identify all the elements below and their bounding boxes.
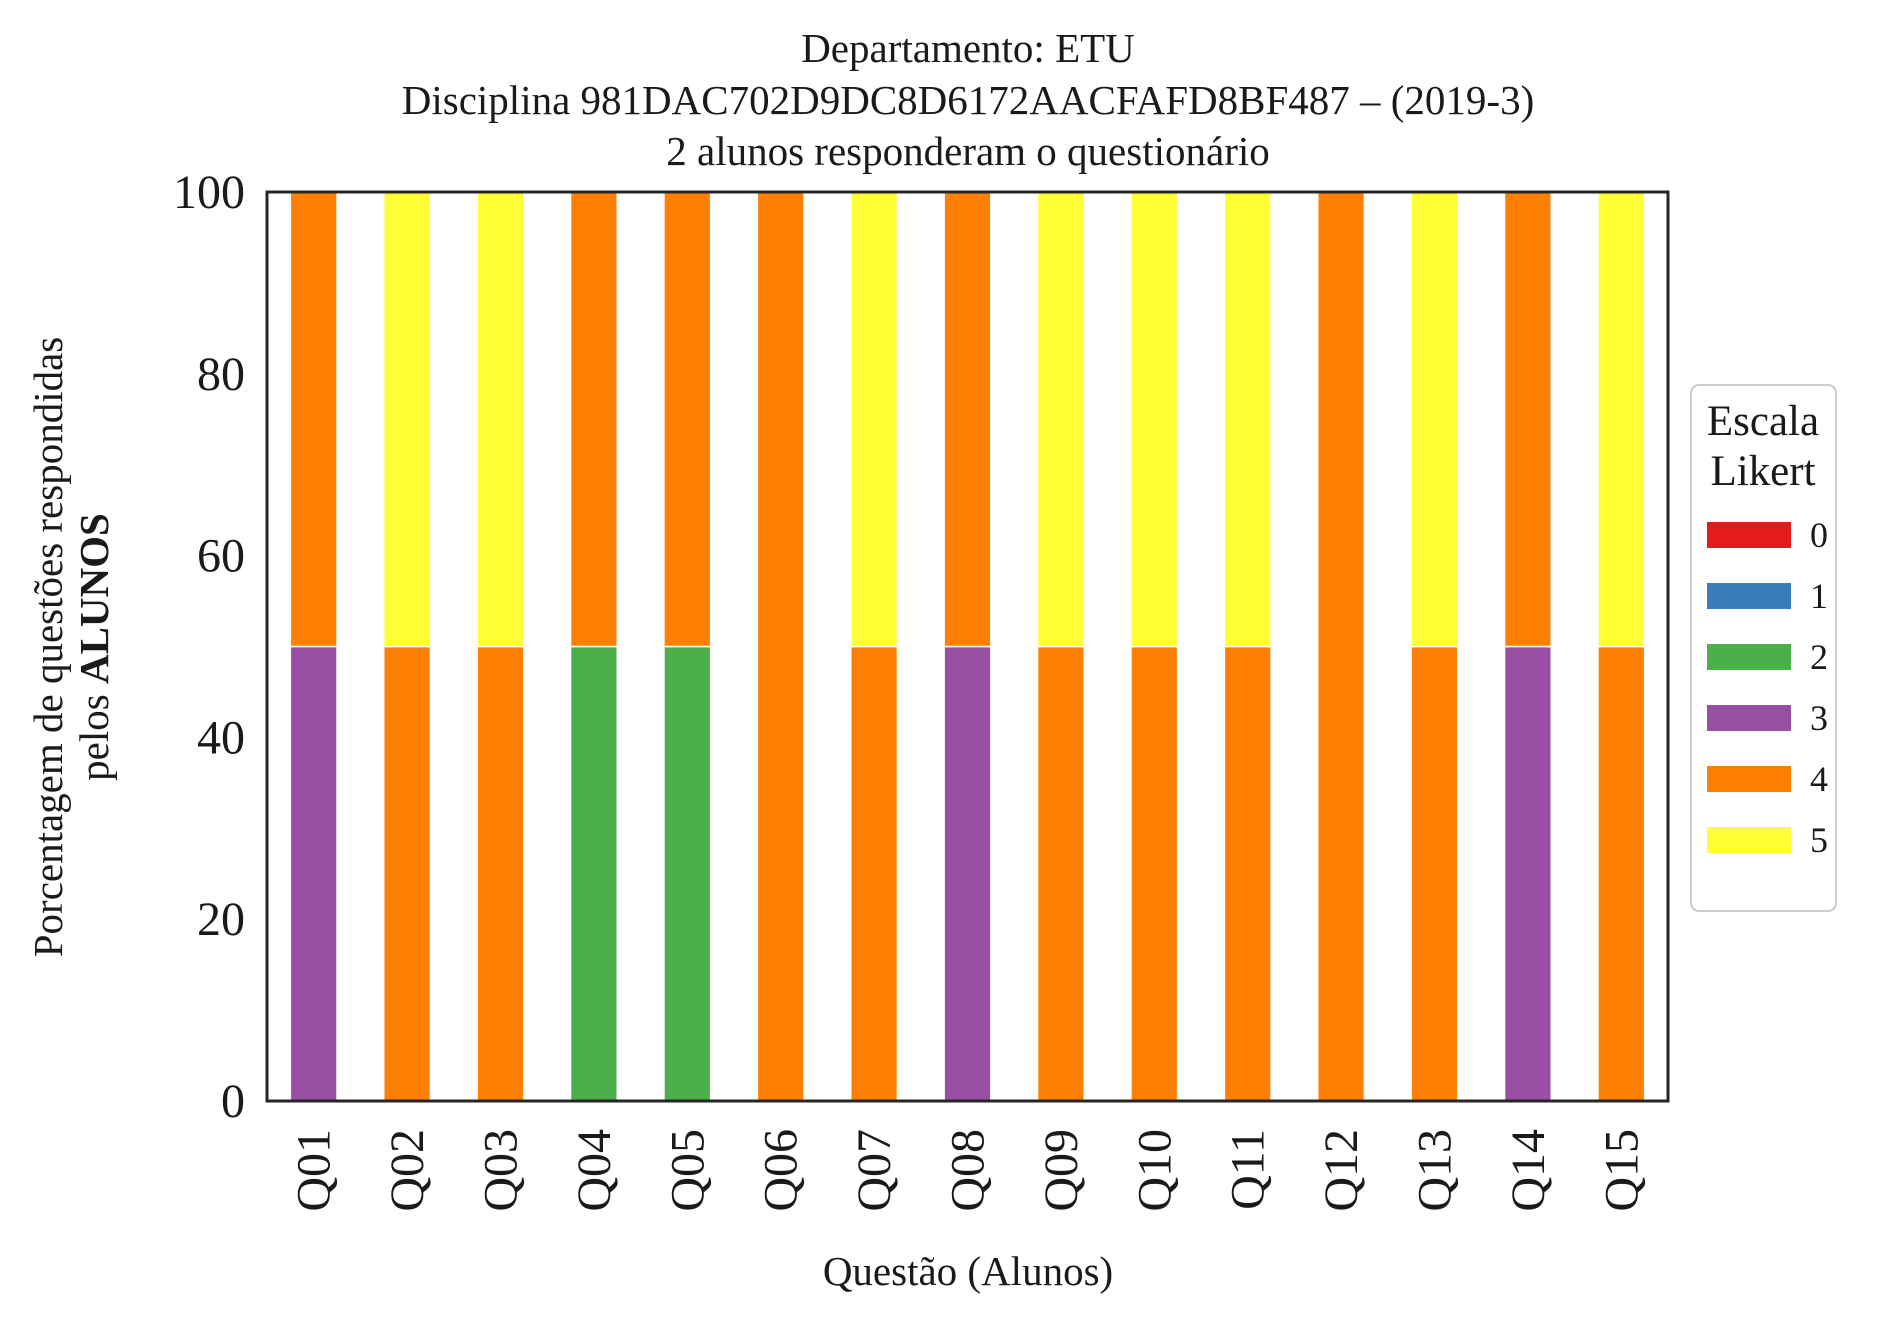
bar-segment-q11-likert-4 bbox=[1223, 645, 1272, 1102]
bar-segment-q02-likert-5 bbox=[383, 191, 432, 648]
bar-segment-q04-likert-2 bbox=[569, 645, 618, 1102]
legend-swatch-likert-1 bbox=[1707, 583, 1791, 609]
legend-label-likert-0: 0 bbox=[1810, 515, 1828, 555]
x-tick-label: Q08 bbox=[942, 1129, 995, 1212]
bar-segment-q07-likert-5 bbox=[850, 191, 899, 648]
x-tick-label: Q07 bbox=[848, 1129, 901, 1212]
legend-swatch-likert-2 bbox=[1707, 644, 1791, 670]
x-tick-label: Q13 bbox=[1409, 1129, 1462, 1212]
chart-title: Departamento: ETU Disciplina 981DAC702D9… bbox=[402, 25, 1534, 174]
bar-segment-q13-likert-5 bbox=[1410, 191, 1459, 648]
legend-title-line-2: Likert bbox=[1710, 448, 1815, 495]
chart-title-line-2: Disciplina 981DAC702D9DC8D6172AACFAFD8BF… bbox=[402, 77, 1534, 123]
bar-segment-q14-likert-4 bbox=[1503, 191, 1553, 648]
y-axis-ticks: 0 20 40 60 80 100 bbox=[173, 166, 245, 1128]
x-tick-label: Q12 bbox=[1315, 1129, 1368, 1212]
x-tick-label: Q06 bbox=[755, 1129, 808, 1212]
bar-segment-q07-likert-4 bbox=[850, 645, 899, 1102]
bar-segment-q01-likert-3 bbox=[289, 645, 338, 1102]
y-axis-label-prefix: pelos bbox=[71, 684, 117, 781]
x-tick-label: Q03 bbox=[475, 1129, 528, 1212]
y-tick-label: 20 bbox=[197, 893, 245, 946]
y-tick-label: 80 bbox=[197, 348, 245, 401]
bar-segment-q03-likert-4 bbox=[476, 645, 525, 1102]
legend-title-line-1: Escala bbox=[1707, 398, 1819, 445]
x-tick-label: Q14 bbox=[1502, 1129, 1555, 1212]
bar-segment-q10-likert-5 bbox=[1130, 191, 1179, 648]
y-axis-label-bold: ALUNOS bbox=[71, 513, 117, 684]
x-axis-ticks: Q01 Q02 Q03 Q04 Q05 Q06 Q07 Q08 Q09 Q10 Q11 Q12 Q13 Q… bbox=[288, 1129, 1649, 1212]
legend-swatch-likert-4 bbox=[1707, 766, 1791, 792]
legend-label-likert-4: 4 bbox=[1810, 759, 1828, 799]
y-tick-label: 60 bbox=[197, 530, 245, 583]
legend-items: 0 1 2 3 4 5 bbox=[1707, 515, 1828, 860]
bar-segment-q08-likert-4 bbox=[943, 191, 992, 648]
bar-segment-q11-likert-5 bbox=[1223, 191, 1272, 648]
bar-segment-q06-likert-4 bbox=[756, 191, 805, 1102]
legend-swatch-likert-3 bbox=[1707, 705, 1791, 731]
x-axis-label: Questão (Alunos) bbox=[823, 1248, 1113, 1294]
bar-segment-q01-likert-4 bbox=[289, 191, 338, 648]
y-axis-label-line-2: pelos ALUNOS bbox=[71, 513, 117, 781]
legend-label-likert-5: 5 bbox=[1810, 820, 1828, 860]
bar-segment-q15-likert-4 bbox=[1597, 645, 1646, 1102]
legend-label-likert-2: 2 bbox=[1810, 637, 1828, 677]
y-tick-label: 0 bbox=[221, 1075, 245, 1128]
bar-segment-q03-likert-5 bbox=[476, 191, 525, 648]
legend-swatch-likert-5 bbox=[1707, 827, 1791, 853]
legend-label-likert-1: 1 bbox=[1810, 576, 1828, 616]
chart-title-line-1: Departamento: ETU bbox=[801, 25, 1135, 71]
legend-label-likert-3: 3 bbox=[1810, 698, 1828, 738]
bar-segment-q09-likert-4 bbox=[1036, 645, 1086, 1102]
y-axis-label-line-1: Porcentagem de questões respondidas bbox=[25, 337, 71, 958]
x-tick-label: Q05 bbox=[661, 1129, 714, 1212]
bar-segment-q08-likert-3 bbox=[943, 645, 992, 1102]
x-tick-label: Q09 bbox=[1035, 1129, 1088, 1212]
y-tick-label: 40 bbox=[197, 711, 245, 764]
bars-layer bbox=[289, 191, 1646, 1102]
bar-segment-q02-likert-4 bbox=[383, 645, 432, 1102]
bar-segment-q13-likert-4 bbox=[1410, 645, 1459, 1102]
x-tick-label: Q01 bbox=[288, 1129, 341, 1212]
bar-segment-q09-likert-5 bbox=[1036, 191, 1086, 648]
legend-swatch-likert-0 bbox=[1707, 522, 1791, 548]
x-tick-label: Q11 bbox=[1222, 1129, 1275, 1210]
chart-title-line-3: 2 alunos responderam o questionário bbox=[666, 128, 1269, 174]
y-axis-label: Porcentagem de questões respondidas pelo… bbox=[25, 337, 117, 958]
bar-segment-q05-likert-2 bbox=[663, 645, 712, 1102]
x-tick-label: Q02 bbox=[381, 1129, 434, 1212]
bar-segment-q10-likert-4 bbox=[1130, 645, 1179, 1102]
bar-segment-q04-likert-4 bbox=[569, 191, 618, 648]
y-tick-label: 100 bbox=[173, 166, 245, 219]
x-tick-label: Q10 bbox=[1128, 1129, 1181, 1212]
bar-segment-q14-likert-3 bbox=[1503, 645, 1553, 1102]
bar-segment-q15-likert-5 bbox=[1597, 191, 1646, 648]
x-tick-label: Q15 bbox=[1595, 1129, 1648, 1212]
bar-segment-q12-likert-4 bbox=[1317, 191, 1366, 1102]
plot-frame bbox=[265, 190, 1670, 1103]
legend: Escala Likert 0 1 2 3 4 5 bbox=[1690, 384, 1837, 912]
bar-segment-q05-likert-4 bbox=[663, 191, 712, 648]
x-tick-label: Q04 bbox=[568, 1129, 621, 1212]
